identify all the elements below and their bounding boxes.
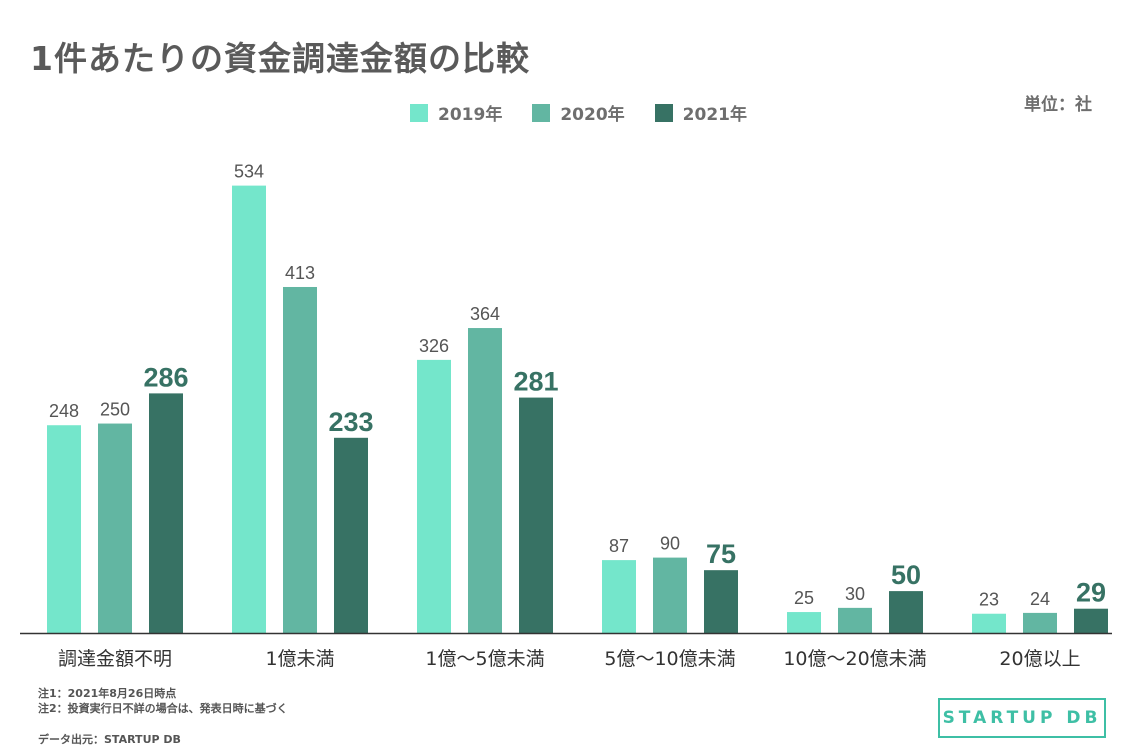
bar-4-0 — [787, 612, 821, 633]
data-label-3-2: 75 — [706, 539, 736, 569]
legend-label-2021: 2021年 — [682, 105, 747, 125]
bar-0-1 — [98, 423, 132, 633]
data-label-5-0: 23 — [979, 590, 999, 610]
bar-0-0 — [47, 425, 81, 633]
data-label-0-0: 248 — [49, 401, 79, 421]
note-1: 注1：2021年8月26日時点 — [38, 687, 177, 700]
startup-db-logo: STARTUP DB — [938, 698, 1106, 738]
bar-3-1 — [653, 557, 687, 633]
category-label-5: 20億以上 — [999, 648, 1080, 670]
bar-4-1 — [838, 607, 872, 633]
bar-1-2 — [334, 437, 368, 633]
note-2: 注2：投資実行日不詳の場合は、発表日時に基づく — [38, 702, 288, 715]
bar-5-0 — [972, 613, 1006, 633]
legend-item-2020: 2020年 — [532, 100, 625, 125]
data-label-3-1: 90 — [660, 534, 680, 554]
bar-4-2 — [889, 591, 923, 633]
bar-2-2 — [519, 397, 553, 633]
bar-1-1 — [283, 286, 317, 633]
data-label-1-2: 233 — [328, 407, 373, 437]
legend-item-2021: 2021年 — [654, 100, 747, 125]
data-label-1-1: 413 — [285, 263, 315, 283]
legend-swatch-2021 — [654, 103, 673, 122]
data-label-1-0: 534 — [234, 162, 264, 182]
data-label-2-2: 281 — [513, 367, 558, 397]
data-label-3-0: 87 — [609, 536, 629, 556]
data-label-0-2: 286 — [143, 362, 188, 392]
legend: 2019年 2020年 2021年 — [410, 100, 747, 125]
data-label-4-1: 30 — [845, 584, 865, 604]
data-label-4-2: 50 — [891, 560, 921, 590]
legend-swatch-2019 — [410, 103, 428, 122]
bar-2-0 — [417, 359, 451, 633]
bar-5-1 — [1023, 612, 1057, 633]
data-label-5-2: 29 — [1076, 578, 1106, 608]
bar-3-2 — [704, 570, 738, 633]
data-label-0-1: 250 — [100, 400, 130, 420]
legend-swatch-2020 — [532, 103, 551, 122]
data-label-4-0: 25 — [794, 588, 814, 608]
category-label-1: 1億未満 — [265, 648, 334, 670]
category-label-3: 5億〜10億未満 — [604, 648, 735, 670]
category-label-2: 1億〜5億未満 — [425, 648, 544, 670]
notes: 注1：2021年8月26日時点 注2：投資実行日不詳の場合は、発表日時に基づく — [38, 686, 288, 716]
chart-title: 1件あたりの資金調達金額の比較 — [30, 39, 530, 78]
source-note: データ出元：STARTUP DB — [38, 733, 181, 746]
legend-label-2020: 2020年 — [560, 105, 625, 125]
legend-label-2019: 2019年 — [438, 105, 503, 125]
data-label-2-1: 364 — [470, 304, 500, 324]
category-label-4: 10億〜20億未満 — [783, 648, 926, 670]
bar-0-2 — [149, 393, 183, 633]
legend-item-2019: 2019年 — [410, 100, 502, 125]
bar-1-0 — [232, 185, 266, 633]
bar-2-1 — [468, 328, 502, 633]
category-label-0: 調達金額不明 — [58, 648, 172, 670]
data-label-2-0: 326 — [419, 336, 449, 356]
bar-5-2 — [1074, 608, 1108, 633]
data-label-5-1: 24 — [1030, 589, 1050, 609]
bar-3-0 — [602, 560, 636, 633]
unit-label: 単位：社 — [1024, 95, 1092, 115]
